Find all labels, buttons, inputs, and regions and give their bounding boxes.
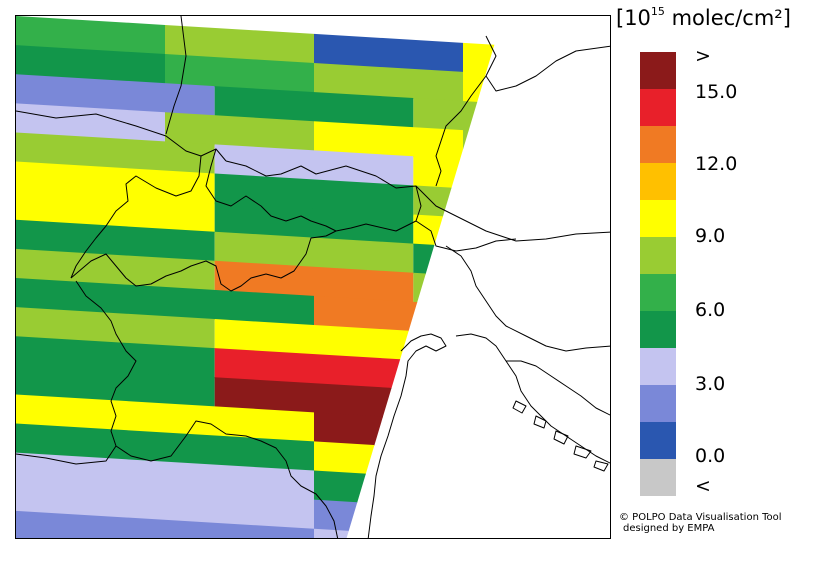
country-border <box>70 155 202 279</box>
swath-pixel <box>413 330 503 373</box>
swath-pixel <box>16 510 314 538</box>
legend-label: 15.0 <box>695 81 738 103</box>
map-canvas[interactable] <box>16 16 611 539</box>
legend-swatch <box>640 274 676 311</box>
legend-label: 9.0 <box>695 225 726 247</box>
credit-text: © POLPO Data Visualisation Tool designed… <box>619 512 782 534</box>
satellite-swath <box>16 16 503 538</box>
credit-line: designed by EMPA <box>623 523 715 534</box>
country-border <box>415 185 422 222</box>
swath-pixel <box>16 278 314 326</box>
swath-pixel <box>314 121 463 161</box>
swath-pixel <box>16 481 314 530</box>
swath-pixel <box>314 470 503 519</box>
coastline <box>367 333 447 538</box>
swath-pixel <box>214 377 414 420</box>
swath-pixel <box>165 54 314 94</box>
swath-pixel <box>214 260 414 303</box>
swath-pixel <box>16 336 215 379</box>
swath-pixel <box>413 272 503 315</box>
legend-swatch <box>640 163 676 200</box>
island-outline <box>533 415 547 429</box>
legend-swatch <box>640 126 676 163</box>
legend-swatch <box>640 422 676 459</box>
swath-pixel <box>413 214 503 257</box>
legend-swatch <box>640 52 676 89</box>
swath-pixel <box>16 161 215 204</box>
swath-pixel <box>16 16 165 56</box>
map-frame <box>15 15 611 539</box>
swath-pixel <box>214 348 414 391</box>
country-border <box>205 148 517 252</box>
country-border <box>485 35 610 92</box>
credit-line: © POLPO Data Visualisation Tool <box>619 512 782 523</box>
swath-pixel <box>314 499 503 538</box>
swath-pixel <box>214 202 414 245</box>
swath-pixel <box>214 231 414 274</box>
legend-title-suffix: molec/cm²] <box>664 6 791 30</box>
country-border <box>16 445 117 465</box>
legend-swatch <box>640 89 676 126</box>
swath-pixel <box>16 248 215 291</box>
legend-swatch <box>640 200 676 237</box>
swath-pixel <box>214 173 414 216</box>
country-border <box>225 160 610 242</box>
swath-pixel <box>314 33 463 73</box>
legend-swatch <box>640 459 676 496</box>
swath-pixel <box>165 24 314 64</box>
country-border <box>75 280 339 538</box>
swath-pixel <box>214 144 414 187</box>
swath-pixel <box>16 365 215 408</box>
swath-pixel <box>165 112 314 152</box>
country-borders <box>16 16 610 538</box>
swath-pixel <box>413 389 503 432</box>
legend-title: [1015 molec/cm²] <box>616 5 791 30</box>
swath-pixel <box>16 394 314 443</box>
country-border <box>165 16 187 135</box>
swath-pixel <box>16 74 215 117</box>
legend-swatch <box>640 385 676 422</box>
legend-swatch <box>640 311 676 348</box>
swath-pixel <box>16 423 314 472</box>
swath-pixel <box>16 103 165 143</box>
legend-label: 12.0 <box>695 153 738 175</box>
swath-pixel <box>463 42 503 82</box>
swath-pixel <box>314 62 463 103</box>
swath-pixel <box>16 307 215 350</box>
island-outline <box>553 430 569 445</box>
island-outline <box>573 445 592 459</box>
swath-pixel <box>463 130 503 170</box>
swath-pixel <box>413 185 503 228</box>
country-border <box>506 360 610 416</box>
legend-label: 6.0 <box>695 299 726 321</box>
swath-pixel <box>314 528 503 538</box>
country-border <box>16 110 227 162</box>
legend-label: 3.0 <box>695 373 726 395</box>
swath-pixel <box>16 452 314 501</box>
swath-pixel <box>16 132 215 175</box>
island-outline <box>512 400 527 414</box>
country-border <box>70 230 337 292</box>
swath-pixel <box>214 86 414 129</box>
legend-label: > <box>695 45 711 67</box>
country-border <box>435 75 487 187</box>
legend-swatch <box>640 237 676 274</box>
legend-label: 0.0 <box>695 445 726 467</box>
swath-pixel <box>16 45 165 85</box>
legend-title-exponent: 15 <box>650 5 665 18</box>
swath-pixel <box>214 319 414 362</box>
legend-label: < <box>695 475 711 497</box>
country-border <box>445 245 610 352</box>
coastline <box>455 333 610 464</box>
island-outline <box>593 460 609 472</box>
legend-swatch <box>640 348 676 385</box>
swath-pixel <box>413 243 503 286</box>
swath-pixel <box>16 219 215 262</box>
legend-title-prefix: [10 <box>616 6 651 30</box>
